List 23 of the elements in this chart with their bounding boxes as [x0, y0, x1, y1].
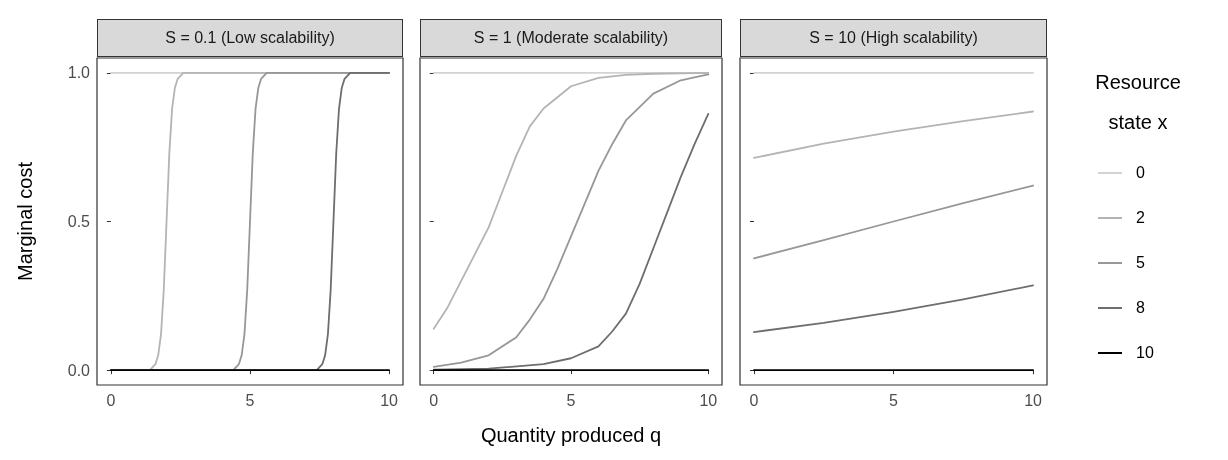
y-tick-label: 1.0 — [67, 64, 91, 82]
x-tick-label: 10 — [1024, 391, 1043, 409]
x-tick-label: 10 — [380, 391, 399, 409]
legend-title: Resource state x — [1094, 70, 1182, 135]
x-tick-label: 0 — [749, 391, 759, 409]
y-tick-label: 0.5 — [67, 213, 91, 230]
x-tick-label: 5 — [566, 391, 576, 409]
y-tick-label: 0.0 — [67, 361, 91, 379]
x-tick-label: 5 — [889, 391, 899, 409]
x-axis-title: Quantity produced q — [480, 424, 662, 446]
legend-label: 5 — [1136, 253, 1145, 272]
legend-label: 2 — [1136, 208, 1145, 227]
x-tick-label: 0 — [106, 391, 116, 409]
legend-label: 8 — [1136, 298, 1145, 317]
x-tick-label: 5 — [245, 391, 255, 409]
legend-label: 0 — [1136, 163, 1145, 182]
x-tick-label: 0 — [429, 391, 439, 409]
chart-title: S = 0.1 (Low scalability) — [97, 19, 403, 57]
chart-title: S = 10 (High scalability) — [740, 19, 1047, 57]
chart-title: S = 1 (Moderate scalability) — [420, 19, 722, 57]
legend-label: 10 — [1136, 343, 1154, 362]
x-tick-label: 10 — [699, 391, 718, 409]
y-axis-title: Marginal cost — [14, 161, 36, 281]
